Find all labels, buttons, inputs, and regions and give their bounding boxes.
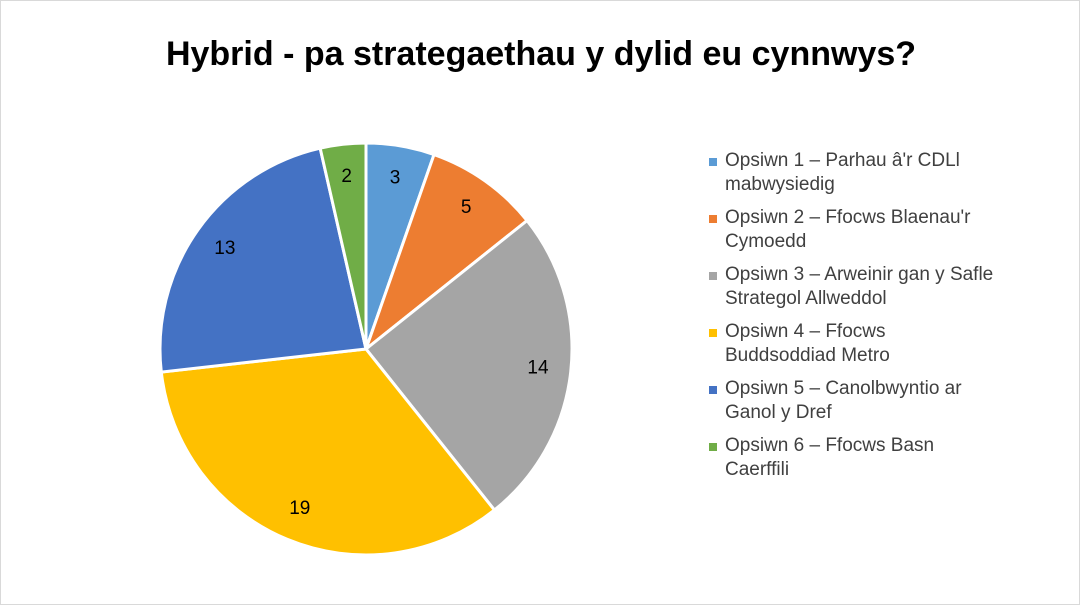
legend-label: Opsiwn 6 – Ffocws Basn Caerffili: [725, 435, 935, 480]
pie-slice: [363, 218, 574, 513]
data-label: 2: [341, 166, 352, 187]
legend-swatch: [709, 158, 717, 166]
legend-item: Opsiwn 2 – Ffocws Blaenau'r Cymoedd: [709, 206, 999, 254]
legend-swatch: [709, 215, 717, 223]
pie-slice: [318, 141, 368, 350]
legend-swatch: [709, 272, 717, 280]
data-label: 3: [390, 167, 401, 188]
legend-swatch: [709, 386, 717, 394]
legend-item: Opsiwn 4 – Ffocws Buddsoddiad Metro: [709, 320, 999, 368]
data-label: 5: [461, 197, 472, 218]
legend-item: Opsiwn 1 – Parhau â'r CDLl mabwysiedig: [709, 149, 999, 197]
legend-label: Opsiwn 5 – Canolbwyntio ar Ganol y Dref: [725, 378, 962, 423]
data-label: 13: [214, 238, 235, 259]
chart-title: Hybrid - pa strategaethau y dylid eu cyn…: [166, 35, 916, 73]
legend-item: Opsiwn 3 – Arweinir gan y Safle Stratego…: [709, 263, 999, 311]
legend-label: Opsiwn 4 – Ffocws Buddsoddiad Metro: [725, 321, 890, 366]
legend: Opsiwn 1 – Parhau â'r CDLl mabwysiedig Op…: [709, 149, 999, 491]
legend-label: Opsiwn 1 – Parhau â'r CDLl mabwysiedig: [725, 150, 960, 195]
pie-slice: [362, 152, 530, 354]
legend-item: Opsiwn 5 – Canolbwyntio ar Ganol y Dref: [709, 377, 999, 425]
legend-swatch: [709, 443, 717, 451]
pie-slice: [158, 146, 368, 374]
data-label: 19: [289, 498, 310, 519]
legend-label: Opsiwn 2 – Ffocws Blaenau'r Cymoedd: [725, 207, 971, 252]
legend-label: Opsiwn 3 – Arweinir gan y Safle Stratego…: [725, 264, 994, 309]
pie-slice: [159, 347, 497, 557]
data-label: 14: [527, 357, 549, 378]
legend-item: Opsiwn 6 – Ffocws Basn Caerffili: [709, 434, 999, 482]
legend-swatch: [709, 329, 717, 337]
